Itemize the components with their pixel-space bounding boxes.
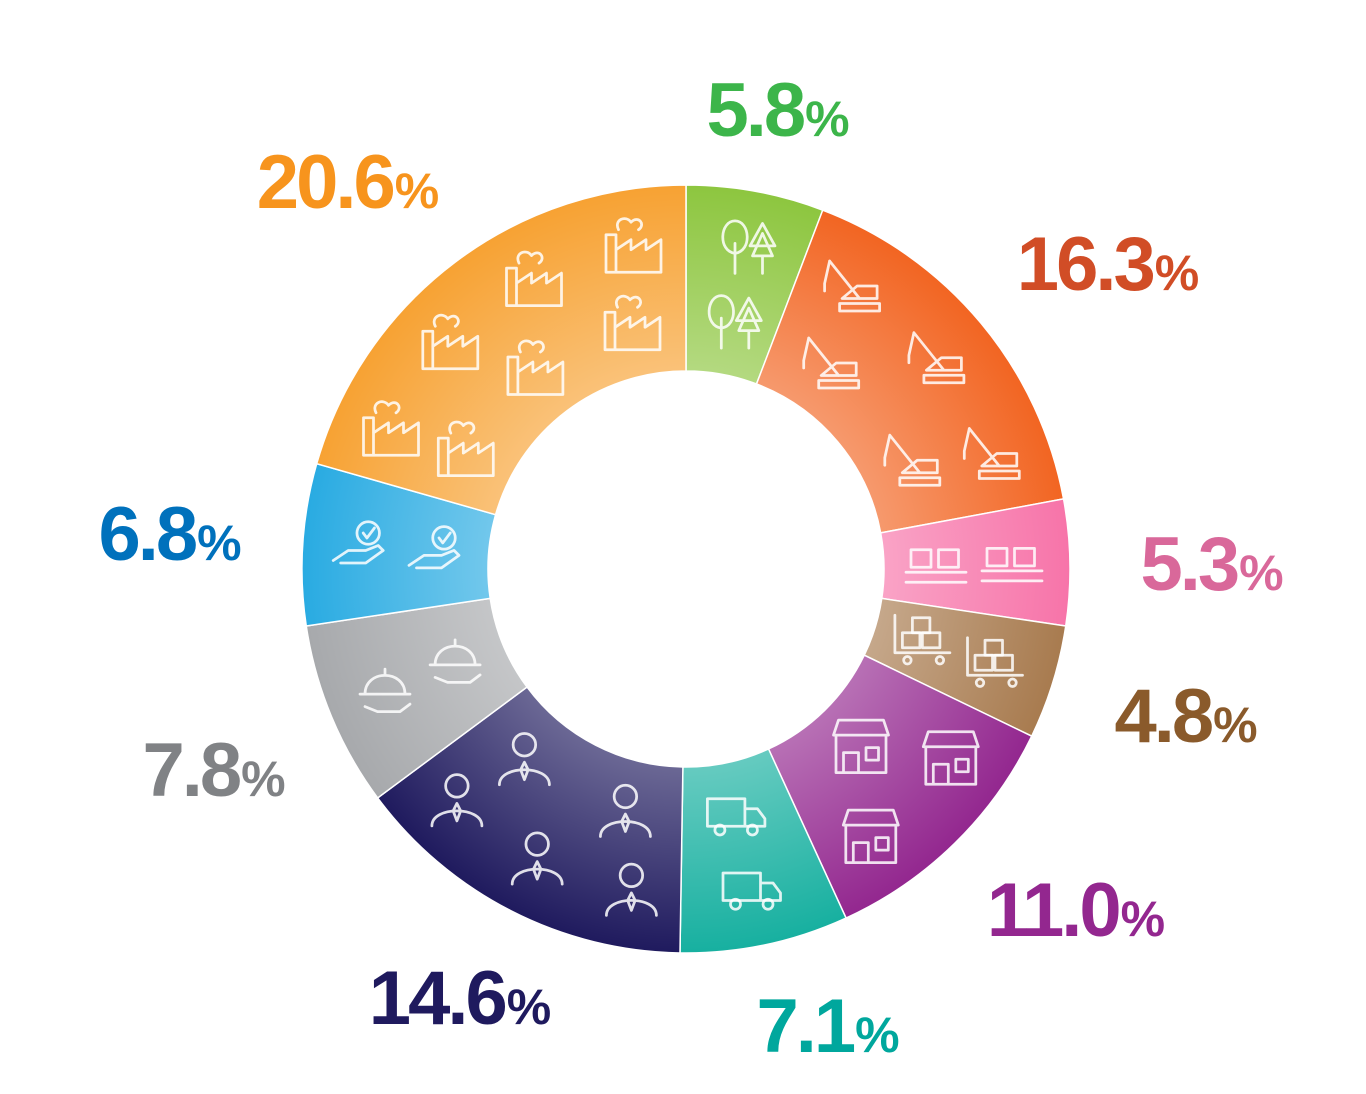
slice-label: 11.0%	[987, 868, 1165, 953]
conveyor-boxes-icon	[904, 547, 1044, 584]
slice-shading	[316, 185, 686, 515]
storefront-icon	[832, 718, 980, 864]
slice-shading	[377, 687, 683, 953]
slice-shading	[302, 463, 496, 627]
trees-icon	[707, 219, 777, 350]
labels-layer: 5.8% 16.3% 5.3% 4.8% 11.0% 7.1% 14.6% 7.8% 6.8% 2…	[98, 68, 1283, 1069]
slice-label: 7.1%	[756, 984, 899, 1069]
slice-label: 4.8%	[1114, 674, 1257, 759]
slice-shading	[768, 655, 1032, 919]
hand-check-icon	[331, 520, 461, 570]
slice-label: 20.6%	[257, 140, 439, 225]
slice-shading	[880, 498, 1070, 627]
slice-label: 16.3%	[1017, 222, 1199, 307]
truck-icon	[706, 797, 782, 911]
slice-shading	[306, 598, 528, 798]
icons-layer	[331, 217, 1044, 917]
slice-label: 6.8%	[98, 492, 241, 577]
slice-label: 7.8%	[142, 728, 285, 813]
slice-label: 14.6%	[369, 956, 551, 1041]
serving-cloche-icon	[358, 638, 482, 713]
crane-icon	[802, 259, 1021, 487]
slice-label: 5.3%	[1140, 522, 1283, 607]
donut-hole	[488, 371, 884, 767]
businessperson-icon	[430, 732, 658, 917]
factory-icon	[362, 217, 663, 477]
slice-label: 5.8%	[706, 68, 849, 153]
cart-boxes-icon	[893, 613, 1024, 688]
